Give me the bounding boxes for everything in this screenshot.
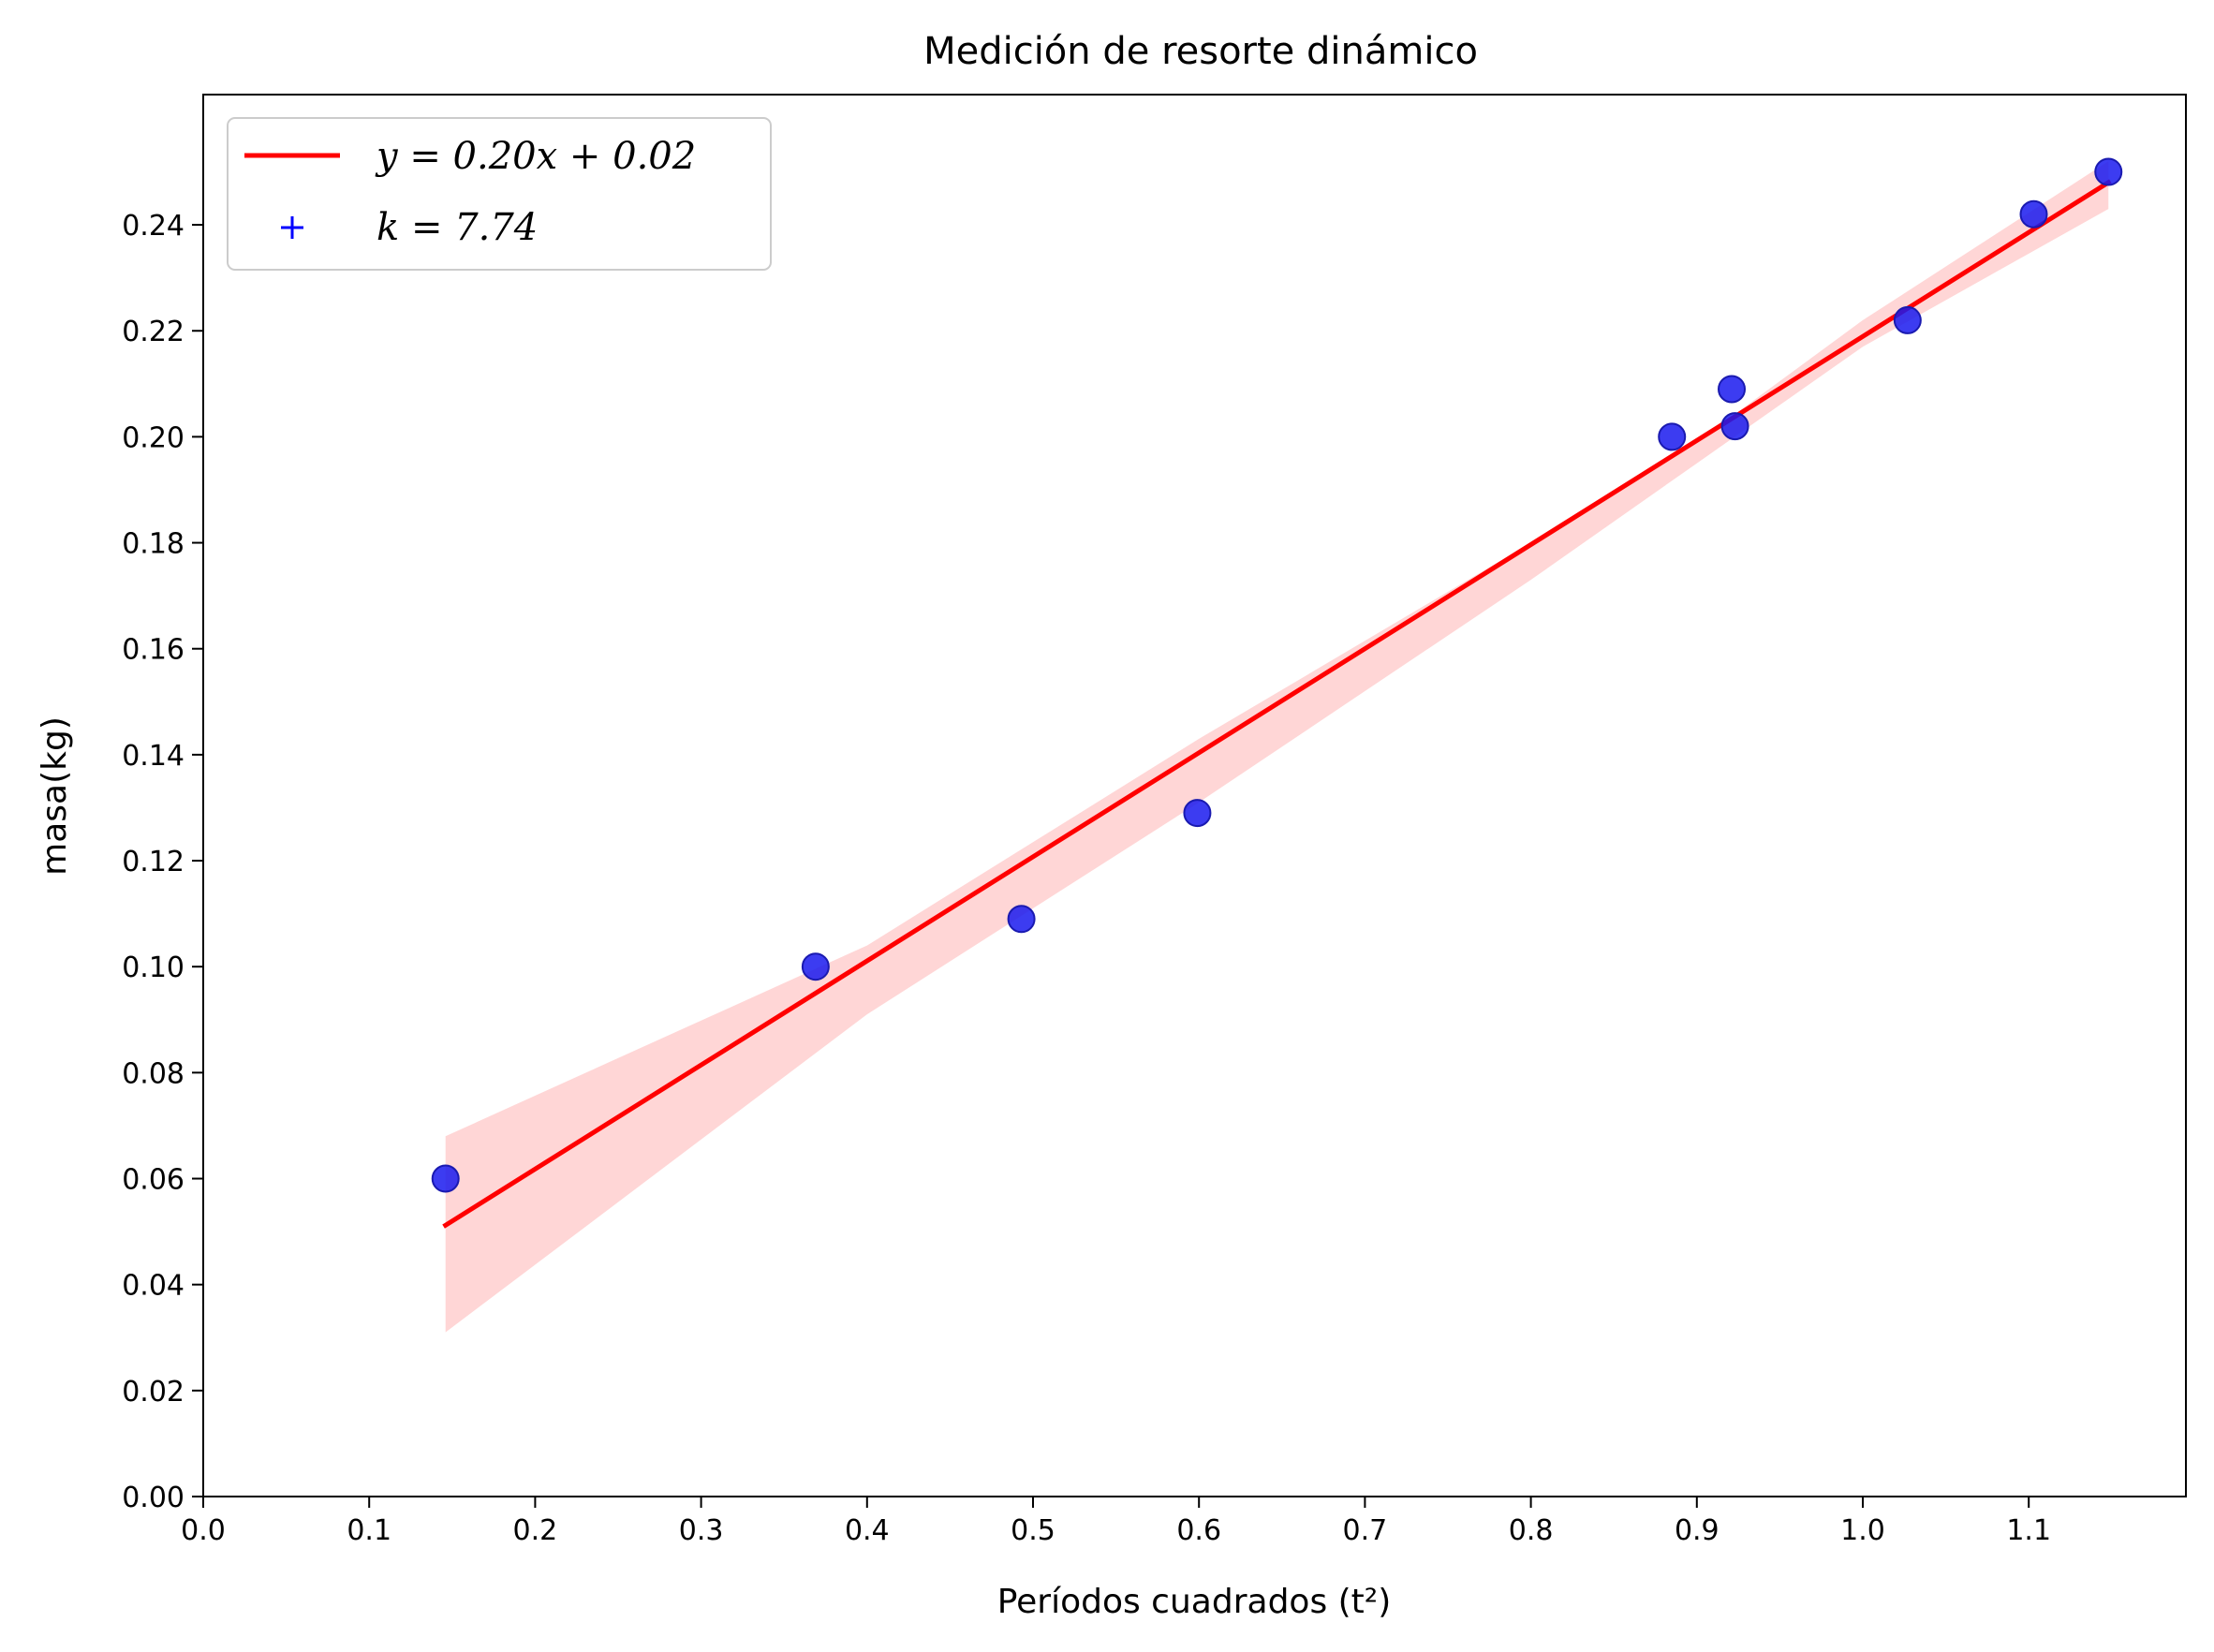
x-axis-label: Períodos cuadrados (t²) (997, 1583, 1392, 1621)
y-tick-label: 0.14 (122, 740, 184, 773)
data-point (431, 1164, 460, 1193)
y-tick-label: 0.12 (122, 846, 184, 878)
x-tick-label: 0.2 (513, 1514, 558, 1547)
data-point (2094, 157, 2123, 186)
legend-entry-k-eq: = 7.74 (399, 206, 538, 249)
data-point (1183, 799, 1212, 828)
x-tick-label: 0.6 (1176, 1514, 1221, 1547)
y-tick-label: 0.20 (122, 421, 184, 454)
y-tick-label: 0.04 (122, 1270, 184, 1303)
y-tick-label: 0.10 (122, 951, 184, 984)
x-axis-ticks: 0.0 0.1 0.2 0.3 0.4 0.5 0.6 0.7 0.8 0.9 1.0 1.1 (181, 1497, 2051, 1547)
y-tick-label: 0.02 (122, 1376, 184, 1409)
fit-line-layer (442, 179, 2112, 1229)
legend-box (227, 117, 772, 271)
data-point (1718, 375, 1747, 404)
data-point (1893, 305, 1922, 334)
data-point (1720, 412, 1749, 441)
x-tick-label: 0.9 (1675, 1514, 1720, 1547)
data-point (1007, 905, 1036, 934)
x-tick-label: 0.3 (679, 1514, 724, 1547)
legend-plus-marker (281, 216, 303, 239)
legend-entry-fit-eq: = 0.20x + 0.02 (398, 135, 697, 178)
y-tick-label: 0.00 (122, 1482, 184, 1514)
x-tick-label: 0.7 (1343, 1514, 1388, 1547)
data-point (2019, 199, 2048, 229)
x-tick-label: 1.0 (1840, 1514, 1885, 1547)
y-axis-ticks: 0.00 0.02 0.04 0.06 0.08 0.10 0.12 0.14 0.16 0.18… (122, 210, 203, 1514)
data-point (801, 952, 830, 981)
y-tick-label: 0.06 (122, 1164, 184, 1197)
y-tick-label: 0.24 (122, 210, 184, 243)
fit-line (442, 179, 2112, 1229)
data-points-layer (431, 157, 2123, 1193)
y-tick-label: 0.22 (122, 316, 184, 348)
x-tick-label: 0.5 (1011, 1514, 1055, 1547)
x-tick-label: 0.1 (347, 1514, 391, 1547)
x-tick-label: 0.8 (1509, 1514, 1554, 1547)
legend-entry-k-var: k (376, 206, 399, 249)
y-tick-label: 0.08 (122, 1057, 184, 1090)
y-tick-label: 0.16 (122, 634, 184, 667)
legend-entry-k: k = 7.74 (376, 206, 538, 249)
data-point (1658, 422, 1687, 451)
y-tick-label: 0.18 (122, 528, 184, 561)
confidence-band (445, 161, 2109, 1333)
confidence-band-layer (445, 161, 2109, 1333)
x-tick-label: 1.1 (2006, 1514, 2051, 1547)
legend-entry-fit: y = 0.20x + 0.02 (375, 135, 696, 178)
x-tick-label: 0.0 (181, 1514, 226, 1547)
legend: y = 0.20x + 0.02 k = 7.74 (227, 117, 772, 271)
legend-entry-fit-var: y (375, 135, 399, 178)
chart-title: Medición de resorte dinámico (923, 30, 1478, 73)
plot-area-frame (202, 94, 2187, 1497)
y-axis-label: masa(kg) (36, 716, 74, 876)
x-tick-label: 0.4 (845, 1514, 890, 1547)
